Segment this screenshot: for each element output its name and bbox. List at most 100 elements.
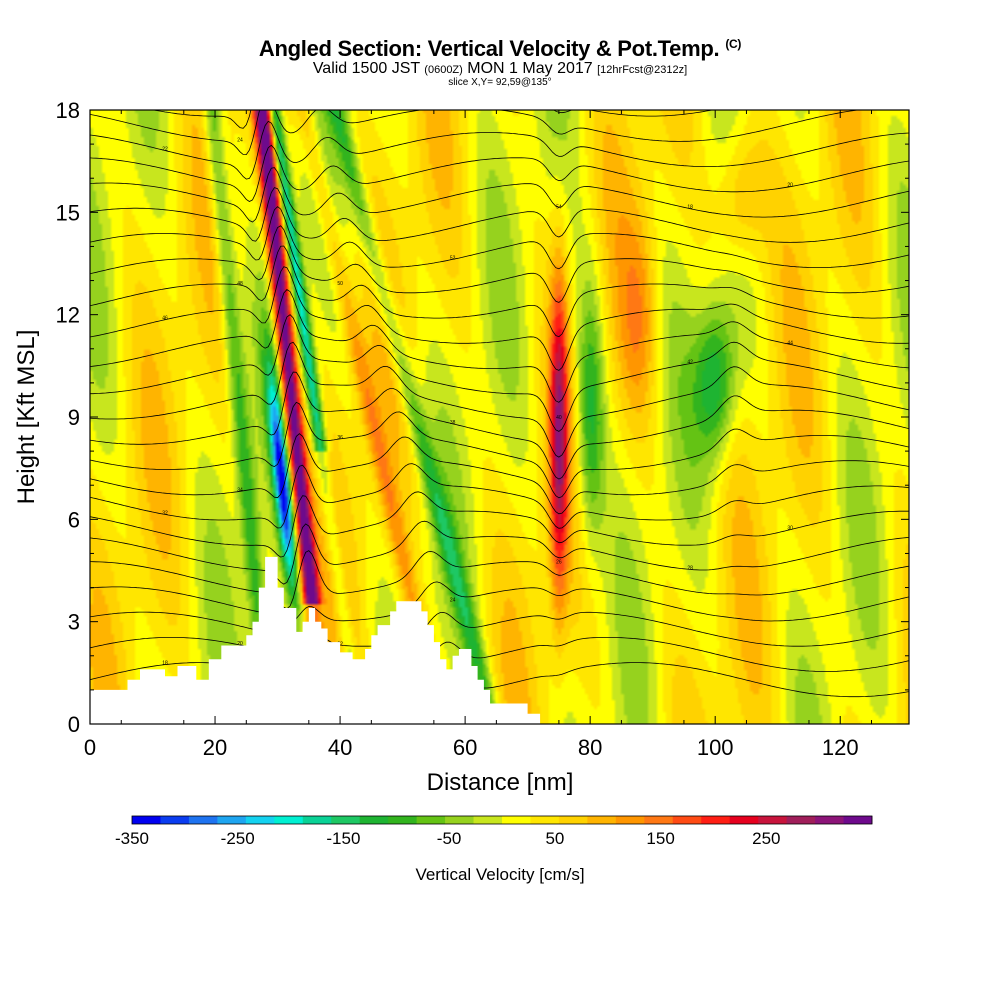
isentrope-label: 40 <box>556 415 562 421</box>
colorbar-swatch <box>701 816 731 824</box>
colorbar-tick-label: 50 <box>545 829 564 848</box>
x-axis: 0 20 40 60 80 100 120 <box>84 110 872 760</box>
colorbar-swatch <box>274 816 304 824</box>
colorbar-swatch <box>331 816 361 824</box>
isentrope-label: 18 <box>162 661 168 667</box>
isentrope-labels: 18 20 22 24 26 28 30 32 34 36 38 40 42 44 46 48 50 52 54 18… <box>162 91 793 667</box>
colorbar-swatch <box>245 816 275 824</box>
isentrope-label: 20 <box>237 641 243 647</box>
y-axis-label: Height [Kft MSL] <box>13 330 40 505</box>
isentrope-line <box>90 371 909 480</box>
isentrope-label: 30 <box>787 526 793 532</box>
isentrope-line <box>90 110 861 156</box>
colorbar-tick-label: 150 <box>646 829 674 848</box>
colorbar-swatch <box>758 816 788 824</box>
isentrope-line <box>90 225 909 303</box>
velocity-field <box>90 110 909 724</box>
isentrope-line <box>90 144 909 202</box>
isentrope-label: 34 <box>237 487 243 493</box>
terrain-mask <box>90 556 909 724</box>
x-tick-label: 0 <box>84 735 96 760</box>
colorbar-tick-label: -250 <box>221 829 255 848</box>
isentrope-line <box>90 401 909 499</box>
colorbar-swatch <box>359 816 389 824</box>
colorbar-label: Vertical Velocity [cm/s] <box>415 865 584 884</box>
colorbar-tick-label: -50 <box>437 829 462 848</box>
y-tick-label: 0 <box>68 712 80 737</box>
x-tick-label: 100 <box>697 735 734 760</box>
isentrope-label: 24 <box>237 137 243 143</box>
isentrope-line <box>90 637 909 672</box>
isentrope-line <box>151 110 715 129</box>
colorbar-swatch <box>644 816 674 824</box>
colorbar-swatch <box>388 816 418 824</box>
isentrope-label: 26 <box>556 560 562 566</box>
colorbar: -350 -250 -150 -50 50 150 250 <box>115 815 873 848</box>
isentrope-label: 50 <box>337 281 343 287</box>
isentrope-label: 28 <box>687 565 693 571</box>
colorbar-frame <box>131 815 873 825</box>
isentrope-line <box>90 463 909 529</box>
isentrope-line <box>90 491 909 558</box>
isentrope-line <box>90 314 909 432</box>
colorbar-swatch <box>132 816 161 824</box>
y-tick-label: 3 <box>68 610 80 635</box>
y-tick-label: 12 <box>56 303 80 328</box>
colorbar-swatch <box>217 816 247 824</box>
isentrope-line <box>90 187 909 243</box>
x-tick-label: 20 <box>203 735 227 760</box>
colorbar-swatch <box>416 816 446 824</box>
colorbar-swatch <box>530 816 560 824</box>
colorbar-swatch <box>473 816 503 824</box>
isentrope-label: 32 <box>162 510 168 516</box>
isentrope-label: 44 <box>787 340 793 346</box>
isentrope-label: 18 <box>687 205 693 211</box>
isentrope-line <box>90 581 909 623</box>
isentrope-label: 36 <box>337 435 343 441</box>
isentrope-line <box>90 433 909 515</box>
colorbar-swatch <box>188 816 218 824</box>
colorbar-swatch <box>672 816 702 824</box>
isentrope-line <box>90 341 909 458</box>
isentrope-line <box>90 611 909 647</box>
y-tick-label: 18 <box>56 98 80 123</box>
title-tag: (C) <box>725 36 742 51</box>
colorbar-tick-label: 250 <box>752 829 780 848</box>
isentrope-line <box>90 167 909 223</box>
isentrope-label: 26 <box>337 91 343 97</box>
isentrope-label: 24 <box>450 598 456 604</box>
isentrope-line <box>90 288 909 403</box>
x-tick-label: 80 <box>578 735 602 760</box>
y-tick-label: 15 <box>56 200 80 225</box>
isentrope-label: 42 <box>687 360 693 366</box>
isentrope-line <box>90 245 909 338</box>
x-tick-label: 120 <box>822 735 859 760</box>
isentrope-label: 22 <box>337 641 343 647</box>
isentrope-contours <box>90 110 909 698</box>
slice-info: slice X,Y= 92,59@135° <box>448 77 552 88</box>
colorbar-swatch <box>160 816 190 824</box>
isentrope-label: 46 <box>162 316 168 322</box>
x-axis-label: Distance [nm] <box>427 769 574 796</box>
colorbar-swatch <box>302 816 332 824</box>
isentrope-label: 38 <box>450 420 456 426</box>
isentrope-label: 48 <box>237 281 243 287</box>
isentrope-line <box>90 550 909 610</box>
colorbar-swatch <box>843 816 873 824</box>
colorbar-tick-label: -350 <box>115 829 149 848</box>
isentrope-label: 54 <box>556 205 562 211</box>
isentrope-line <box>90 206 909 270</box>
isentrope-label: 52 <box>450 255 456 261</box>
colorbar-swatch <box>815 816 844 824</box>
colorbar-swatch <box>587 816 617 824</box>
colorbar-swatch <box>786 816 816 824</box>
y-tick-label: 6 <box>68 507 80 532</box>
isentrope-label: 20 <box>787 183 793 189</box>
isentrope-line <box>90 120 909 180</box>
x-tick-label: 40 <box>328 735 352 760</box>
colorbar-tick-label: -150 <box>326 829 360 848</box>
colorbar-swatch <box>729 816 759 824</box>
chart-subtitle: Valid 1500 JST (0600Z) MON 1 May 2017 [1… <box>312 60 688 77</box>
